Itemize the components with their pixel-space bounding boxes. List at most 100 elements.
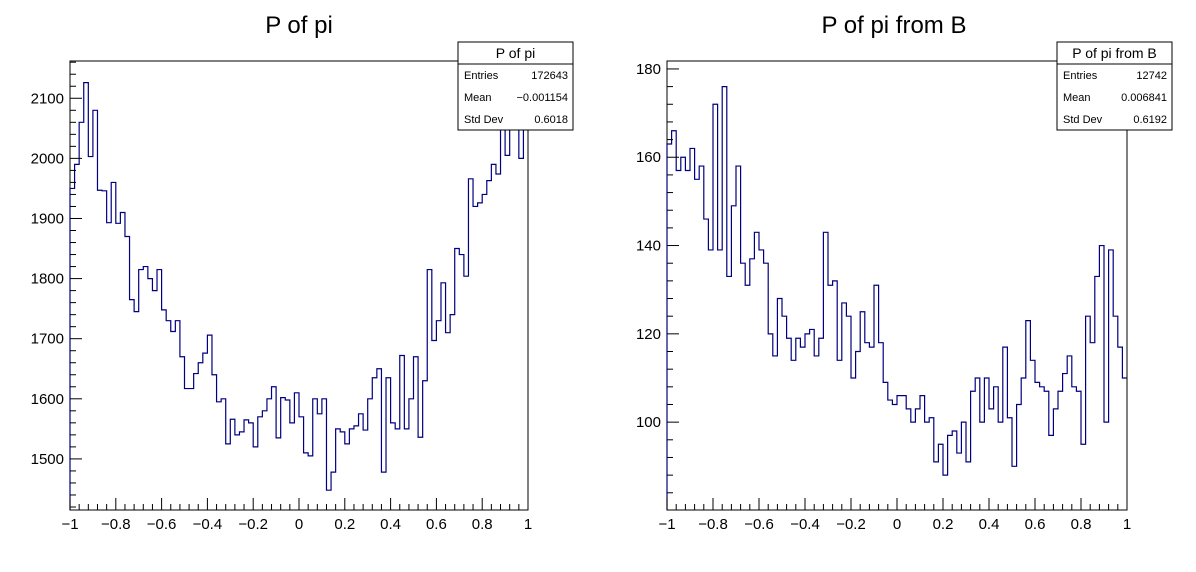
histogram-bin (1081, 444, 1086, 510)
stats-box: P of pi from B Entries 12742 Mean 0.006841 St… (1056, 41, 1173, 131)
histogram-bin (1021, 378, 1026, 510)
histogram-bin (340, 432, 345, 510)
histogram-bin (130, 300, 135, 510)
histogram-bin (400, 356, 405, 510)
histogram-bin (1044, 391, 1049, 510)
x-tick-label: −0.8 (698, 516, 728, 533)
histogram-bin (345, 444, 350, 510)
y-tick-label: 180 (636, 61, 661, 78)
x-tick-label: −0.6 (147, 516, 177, 533)
histogram-bin (777, 299, 782, 510)
y-tick-label: 1600 (31, 391, 64, 408)
histogram-bin (961, 422, 966, 510)
x-tick-label: −0.4 (790, 516, 820, 533)
histogram-bin (791, 360, 796, 510)
histogram-bin (272, 387, 277, 510)
histogram-bin (496, 174, 501, 510)
histogram-bin (805, 334, 810, 510)
histogram-bin (984, 378, 989, 510)
histogram-bin (166, 321, 171, 510)
histogram-bin (842, 303, 847, 510)
histogram-bin (897, 396, 902, 510)
histogram-bin (1067, 356, 1072, 510)
histogram-bin (846, 316, 851, 510)
histogram-bin (971, 391, 976, 510)
x-tick-label: −0.2 (836, 516, 866, 533)
histogram-bin (718, 250, 723, 510)
histogram-bin (681, 157, 686, 510)
x-tick-label: 1 (1123, 516, 1131, 533)
histogram-bin (97, 190, 102, 510)
histogram-bin (892, 404, 897, 510)
histogram-bin (1017, 404, 1022, 510)
histogram-bin (975, 378, 980, 510)
histogram-bin (308, 456, 313, 510)
histogram-bin (989, 409, 994, 510)
histogram-bin (501, 128, 506, 510)
histogram-bin (450, 315, 455, 510)
x-tick-label: 1 (524, 516, 532, 533)
stats-row-label: Mean (464, 92, 492, 104)
histogram-bin (436, 321, 441, 510)
histogram-bin (695, 179, 700, 510)
histogram-bin (322, 399, 327, 510)
histogram-bin (727, 276, 732, 510)
x-tick-label: −0.8 (101, 516, 131, 533)
x-tick-label: 0.8 (472, 516, 493, 533)
y-tick-label: 160 (636, 149, 661, 166)
histogram-bin (221, 399, 226, 510)
histogram-bin (667, 144, 672, 510)
histogram-bin (764, 263, 769, 510)
histogram-bin (672, 131, 677, 510)
x-tick-label: −0.4 (193, 516, 223, 533)
histogram-bin (423, 381, 428, 510)
histogram-bin (281, 398, 286, 510)
histogram-series (69, 82, 528, 510)
histogram-bin (157, 270, 162, 510)
histogram-bin (258, 417, 263, 510)
histogram-bin (418, 437, 423, 510)
histogram-bin (239, 432, 244, 510)
histogram-bin (207, 335, 212, 510)
histogram-bin (906, 409, 911, 510)
histogram-bin (902, 396, 907, 510)
histogram-bin (708, 250, 713, 510)
x-tick-label: 0 (295, 516, 303, 533)
histogram-bin (938, 444, 943, 510)
stats-row-value: 0.6192 (1133, 114, 1167, 126)
histogram-bin (473, 206, 478, 510)
histogram-bin (368, 399, 373, 510)
x-tick-label: −0.2 (238, 516, 268, 533)
y-tick-label: 2100 (31, 90, 64, 107)
histogram-bin (741, 263, 746, 510)
histogram-bin (1049, 435, 1054, 510)
stats-row-label: Entries (1063, 70, 1098, 82)
histogram-bin (948, 435, 953, 510)
histogram-bin (244, 420, 249, 510)
histogram-bin (125, 237, 130, 510)
histogram-bin (676, 170, 681, 510)
histogram-bin (285, 400, 290, 510)
histogram-bin (860, 312, 865, 510)
histogram-bin (1012, 466, 1017, 510)
histogram-bin (943, 475, 948, 510)
histogram-bin (1118, 347, 1123, 510)
histogram-bin (175, 321, 180, 510)
histogram-bin (883, 382, 888, 510)
histogram-bin (869, 347, 874, 510)
histogram-bin (372, 378, 377, 510)
histogram-bin (514, 115, 519, 510)
histogram-bin (851, 378, 856, 510)
histogram-bin (217, 402, 222, 510)
stats-row-value: 0.006841 (1121, 92, 1167, 104)
histogram-bin (782, 316, 787, 510)
histogram-bin (409, 399, 414, 510)
histogram-bin (253, 447, 258, 510)
histogram-bin (75, 164, 80, 510)
histogram-bin (915, 409, 920, 510)
stats-row-value: 172643 (531, 70, 568, 82)
histogram-bin (722, 87, 727, 510)
x-tick-label: 0 (893, 516, 901, 533)
histogram-bin (759, 250, 764, 510)
histogram-bin (446, 333, 451, 510)
